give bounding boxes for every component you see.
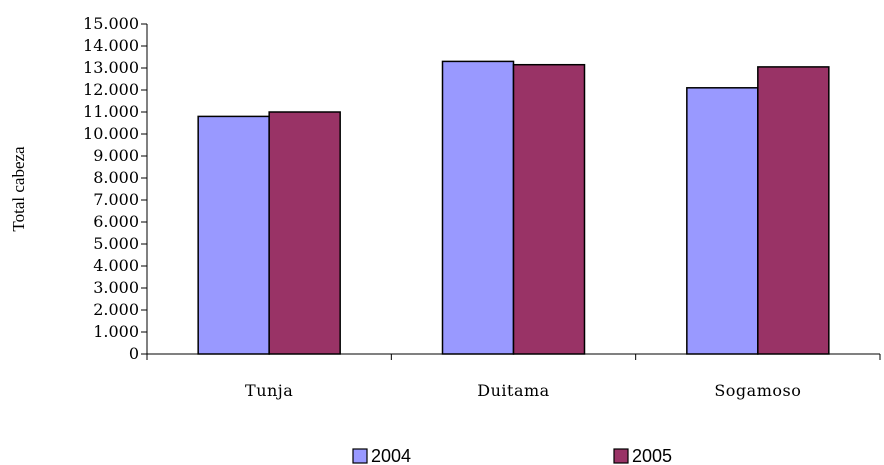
y-tick-label: 10.000 <box>83 124 139 143</box>
y-axis-title: Total cabeza <box>9 146 28 232</box>
category-label: Duitama <box>477 381 549 400</box>
y-tick-label: 7.000 <box>93 190 139 209</box>
legend-swatch-2004 <box>352 448 368 464</box>
legend: 2004 2005 <box>352 446 672 465</box>
x-axis <box>146 353 881 360</box>
legend-label-2004: 2004 <box>371 446 411 465</box>
category-label: Sogamoso <box>714 381 801 400</box>
y-tick-label: 15.000 <box>83 14 139 33</box>
bars <box>197 60 830 355</box>
bar-tunja-2005 <box>268 111 341 355</box>
y-tick-label: 12.000 <box>83 80 139 99</box>
legend-swatch-2005 <box>613 448 629 464</box>
bar-tunja-2004 <box>197 115 270 355</box>
y-tick-label: 14.000 <box>83 36 139 55</box>
y-tick-label: 6.000 <box>93 212 139 231</box>
y-tick-label: 5.000 <box>93 234 139 253</box>
y-tick-label: 9.000 <box>93 146 139 165</box>
bar-sogamoso-2005 <box>757 66 830 355</box>
y-tick-label: 13.000 <box>83 58 139 77</box>
y-axis: 0 1.000 2.000 3.000 4.000 5.000 6.000 7.000 8.00… <box>83 14 148 363</box>
y-tick-label: 3.000 <box>93 278 139 297</box>
y-tick-label: 0 <box>129 344 139 363</box>
y-tick-label: 11.000 <box>83 102 139 121</box>
bar-duitama-2004 <box>441 60 515 355</box>
legend-label-2005: 2005 <box>632 446 672 465</box>
y-tick-label: 2.000 <box>93 300 139 319</box>
category-label: Tunja <box>245 381 293 400</box>
y-tick-label: 4.000 <box>93 256 139 275</box>
bar-sogamoso-2004 <box>686 87 759 355</box>
y-tick-label: 1.000 <box>93 322 139 341</box>
category-labels: Tunja Duitama Sogamoso <box>245 381 801 400</box>
bar-duitama-2005 <box>512 63 586 355</box>
y-tick-label: 8.000 <box>93 168 139 187</box>
